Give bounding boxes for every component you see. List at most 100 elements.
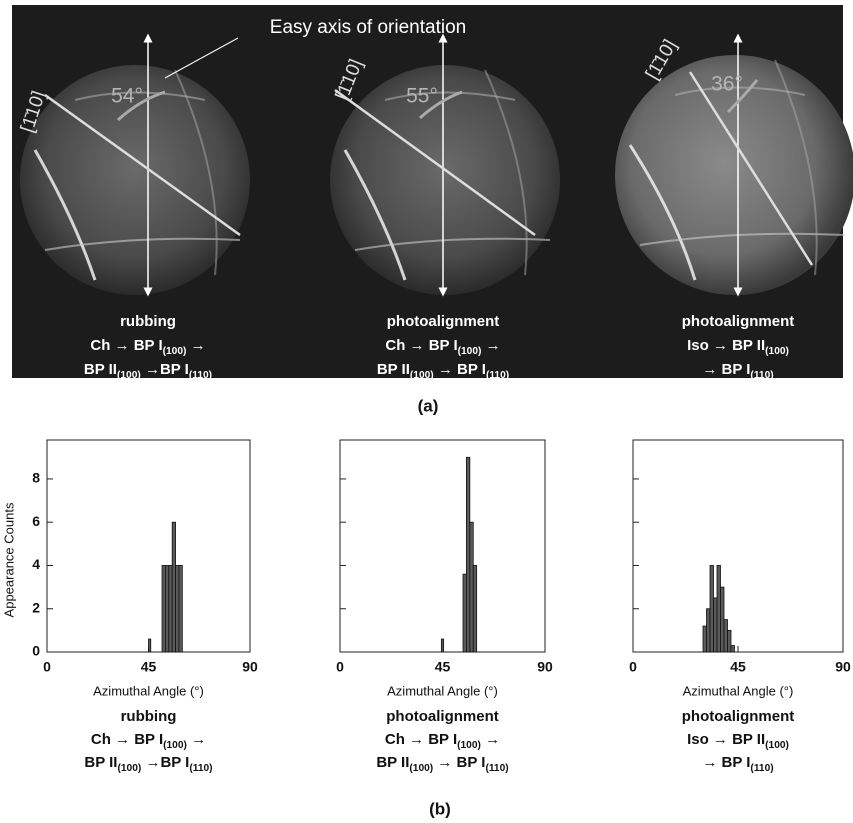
subscript: (100) [765, 740, 789, 751]
kossel-line [384, 91, 516, 101]
caption-text: rubbing [120, 313, 176, 330]
caption-text: Iso → BP II [687, 731, 765, 748]
y-axis-label: Appearance Counts [1, 502, 16, 617]
panel-label: (a) [418, 396, 439, 415]
panel-label: (b) [429, 799, 451, 818]
caption-line: Ch → BP I(100) → [91, 731, 206, 751]
subscript: (100) [163, 740, 187, 751]
caption-text: → [481, 731, 500, 748]
caption-line: photoalignment [682, 313, 795, 330]
caption-line: Ch → BP I(100) → [385, 731, 500, 751]
angle-label: 54° [111, 85, 143, 108]
histogram-bar [175, 565, 180, 653]
caption-line: photoalignment [682, 708, 795, 725]
caption-text: Ch → BP I [385, 337, 457, 354]
kossel-line [354, 237, 551, 251]
x-tick-label: 90 [242, 659, 258, 675]
histogram-bar [713, 597, 718, 653]
caption-text: BP II [376, 754, 409, 771]
y-tick-label: 8 [32, 470, 40, 486]
subscript: (100) [409, 763, 433, 774]
caption-text: BP II [84, 361, 117, 378]
histogram-bar [723, 619, 728, 653]
x-axis-label: Azimuthal Angle (°) [93, 683, 204, 698]
angle-arc [418, 90, 463, 120]
caption-text: BP II [377, 361, 410, 378]
kossel-line [343, 149, 407, 281]
subscript: (100) [163, 346, 187, 357]
caption-line: BP II(100) → BP I(110) [377, 361, 509, 381]
plot-frame [339, 439, 546, 653]
y-tick-label: 2 [32, 599, 40, 615]
histogram-bar [440, 638, 445, 653]
subscript: (100) [458, 346, 482, 357]
histogram-bar [469, 521, 474, 653]
caption-line: Ch → BP I(100) → [90, 337, 205, 357]
histogram-bar [706, 608, 711, 653]
caption-line: rubbing [120, 313, 176, 330]
subscript: (100) [117, 370, 141, 381]
y-tick-label: 0 [32, 643, 40, 659]
caption-line: photoalignment [386, 708, 499, 725]
caption-text: photoalignment [682, 313, 795, 330]
caption-line: Iso → BP II(100) [687, 337, 789, 357]
histogram-bar [148, 638, 152, 653]
easy-axis-label: Easy axis of orientation [270, 17, 466, 38]
caption-text: Iso → BP II [687, 337, 765, 354]
x-axis-label: Azimuthal Angle (°) [387, 683, 498, 698]
x-tick-label: 90 [537, 659, 553, 675]
x-tick-label: 0 [629, 659, 637, 675]
caption-line: → BP I(110) [702, 361, 773, 381]
x-axis-label: Azimuthal Angle (°) [683, 683, 794, 698]
x-tick-label: 45 [141, 659, 157, 675]
histogram-bar [727, 629, 732, 653]
caption-text: → [187, 731, 206, 748]
histogram-bar [178, 565, 183, 653]
x-tick-label: 0 [43, 659, 51, 675]
caption-line: → BP I(110) [702, 754, 773, 774]
histogram-bar [720, 586, 725, 653]
caption-text: → BP I [434, 361, 486, 378]
histogram-bar [466, 456, 471, 653]
subscript: (110) [750, 763, 773, 774]
subscript: (110) [485, 763, 508, 774]
caption-line: rubbing [121, 708, 177, 725]
caption-line: Ch → BP I(100) → [385, 337, 500, 357]
subscript: (100) [765, 346, 789, 357]
direction-line [44, 93, 241, 237]
histogram-bar [709, 565, 714, 653]
caption-text: Ch → BP I [91, 731, 163, 748]
x-tick-label: 90 [835, 659, 851, 675]
x-tick-label: 0 [336, 659, 344, 675]
y-tick-label: 6 [32, 513, 40, 529]
subscript: (110) [189, 370, 212, 381]
caption-line: BP II(100) →BP I(110) [84, 361, 212, 381]
caption-text: → [481, 337, 500, 354]
histogram-bar [472, 565, 478, 653]
subscript: (110) [189, 763, 212, 774]
plot-frame [46, 439, 251, 653]
histogram-bar [168, 565, 173, 653]
angle-arc [726, 79, 759, 114]
caption-text: rubbing [121, 708, 177, 725]
x-tick-label: 45 [435, 659, 451, 675]
angle-label: 36° [711, 73, 743, 96]
kossel-line [628, 144, 697, 281]
caption-text: → BP I [702, 754, 750, 771]
angle-arc [116, 90, 166, 122]
subscript: (100) [117, 763, 141, 774]
direction-line [334, 88, 536, 237]
caption-line: BP II(100) → BP I(110) [376, 754, 508, 774]
caption-line: Iso → BP II(100) [687, 731, 789, 751]
caption-text: →BP I [141, 754, 189, 771]
histogram-bar [161, 565, 166, 653]
caption-text: → BP I [702, 361, 750, 378]
subscript: (110) [486, 370, 509, 381]
caption-text: BP II [84, 754, 117, 771]
kossel-line [774, 59, 818, 276]
histogram-bar [165, 565, 170, 653]
direction-line [688, 71, 814, 266]
caption-text: photoalignment [387, 313, 500, 330]
kossel-line [44, 237, 241, 251]
